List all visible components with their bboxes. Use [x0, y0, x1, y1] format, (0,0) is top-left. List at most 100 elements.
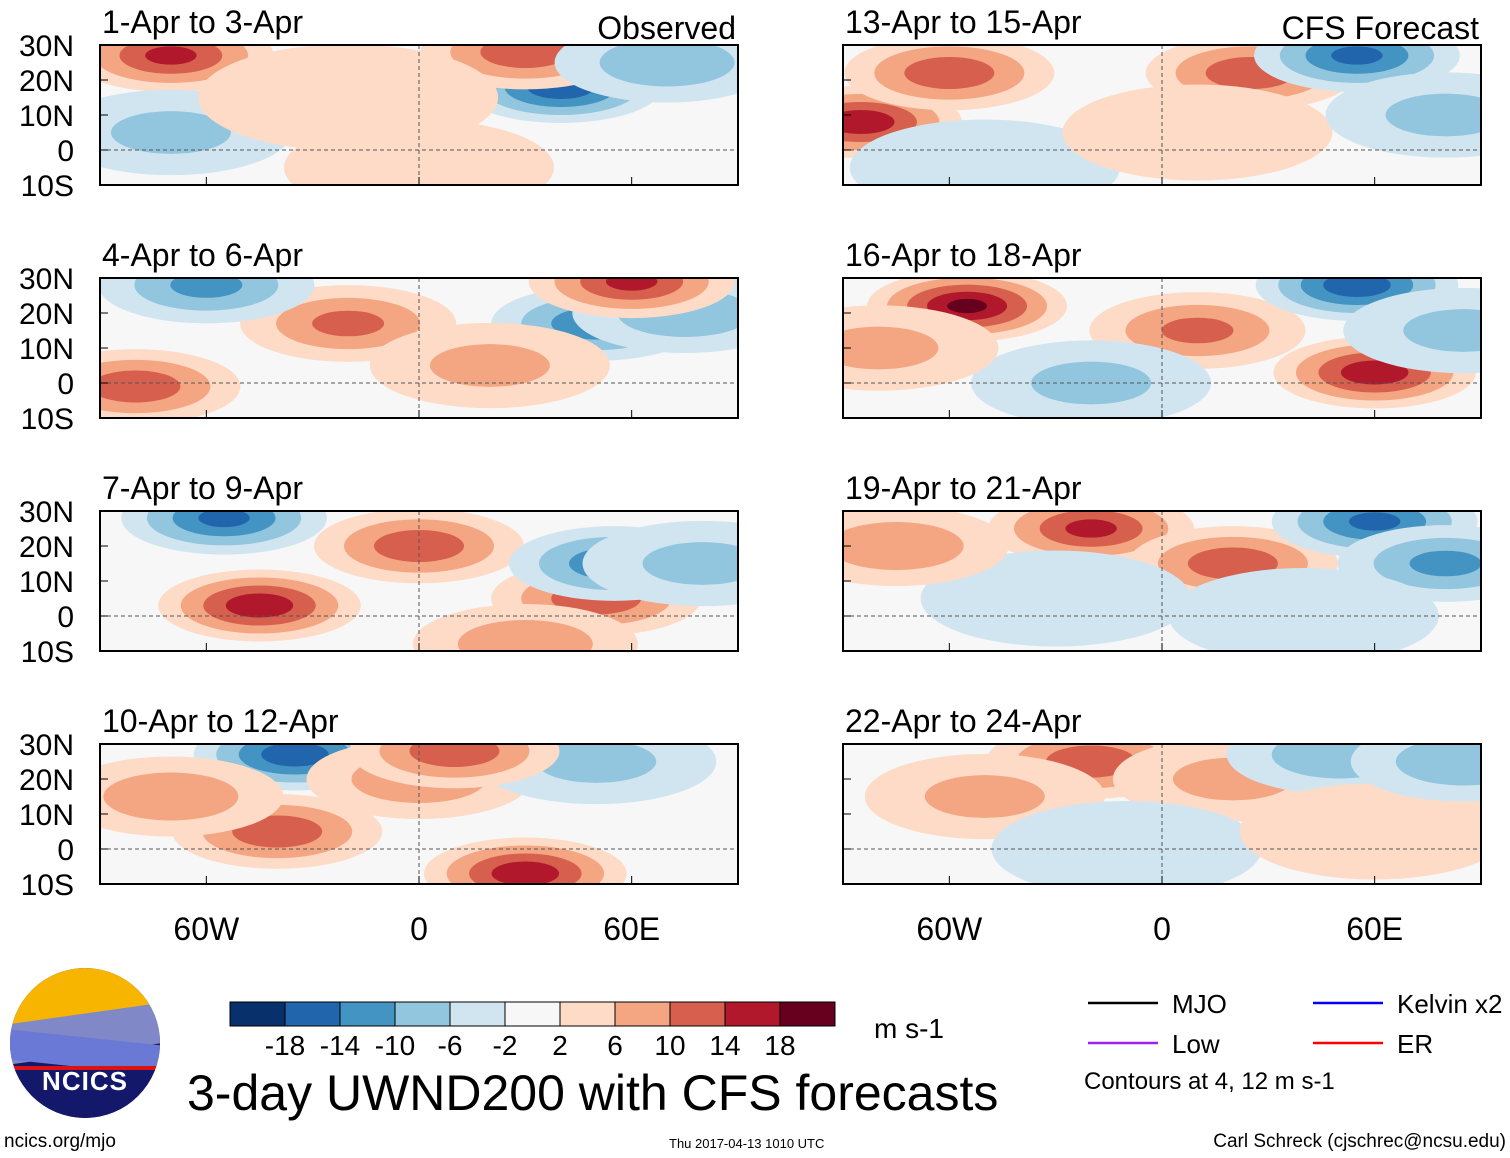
anomaly-contour — [642, 542, 738, 585]
field — [843, 511, 1481, 651]
panel-title: 16-Apr to 18-Apr — [845, 237, 1082, 273]
lat-tick-label: 20N — [19, 298, 74, 331]
anomaly-contour — [1161, 317, 1234, 344]
anomaly-contour — [1168, 568, 1439, 651]
colorbar-tick-label: -6 — [438, 1030, 463, 1061]
ncics-logo: NCICS — [10, 968, 160, 1118]
lat-tick-label: 10N — [19, 333, 74, 366]
colorbar-swatch — [724, 1001, 781, 1027]
colorbar-tick-label: 6 — [607, 1030, 623, 1061]
lat-tick-label: 0 — [57, 368, 74, 401]
lat-tick-label: 0 — [57, 601, 74, 634]
field — [843, 744, 1481, 884]
lat-tick-label: 10N — [19, 100, 74, 133]
anomaly-contour — [409, 744, 500, 767]
panel-title: 7-Apr to 9-Apr — [102, 470, 303, 506]
colorbar-swatch — [284, 1001, 341, 1027]
footer-timestamp: Thu 2017-04-13 1010 UTC — [669, 1136, 825, 1151]
map-panel: 22-Apr to 24-Apr 60W 0 60E — [842, 703, 1482, 947]
field — [100, 45, 738, 185]
lat-tick-label: 20N — [19, 65, 74, 98]
field — [100, 744, 738, 884]
legend-label: MJO — [1172, 989, 1227, 1019]
panel-title: 10-Apr to 12-Apr — [102, 703, 339, 739]
anomaly-contour — [170, 278, 243, 298]
panel-title: 13-Apr to 15-Apr — [845, 4, 1082, 40]
colorbar-swatch — [339, 1001, 396, 1027]
anomaly-contour — [991, 801, 1262, 884]
colorbar-tick-label: 10 — [654, 1030, 685, 1061]
anomaly-contour — [1340, 360, 1409, 385]
legend-label: ER — [1397, 1029, 1433, 1059]
colorbar-tick-label: -10 — [375, 1030, 415, 1061]
footer-author: Carl Schreck (cjschrec@ncsu.edu) — [1213, 1131, 1506, 1152]
colorbar-tick-label: -18 — [265, 1030, 305, 1061]
map-panel: 16-Apr to 18-Apr — [842, 237, 1482, 419]
panel-title: 22-Apr to 24-Apr — [845, 703, 1082, 739]
anomaly-contour — [924, 775, 1045, 818]
lat-tick-label: 30N — [19, 496, 74, 529]
anomaly-contour — [904, 57, 995, 89]
anomaly-contour — [261, 744, 329, 767]
legend-label: Kelvin x2 — [1397, 989, 1503, 1019]
anomaly-contour — [605, 278, 658, 291]
anomaly-contour — [480, 45, 571, 68]
colorbar-swatch — [614, 1001, 671, 1027]
lon-tick-label: 60W — [916, 911, 983, 947]
legend-label: Low — [1172, 1029, 1220, 1059]
anomaly-contour — [1395, 744, 1481, 786]
field — [100, 278, 738, 418]
anomaly-contour — [1323, 278, 1391, 297]
colorbar-tick-label: -14 — [320, 1030, 360, 1061]
lat-tick-label: 10N — [19, 799, 74, 832]
anomaly-contour — [145, 46, 197, 65]
footer-url[interactable]: ncics.org/mjo — [4, 1131, 116, 1152]
anomaly-contour — [849, 119, 1120, 185]
colorbar-swatch — [669, 1001, 726, 1027]
lat-tick-label: 10S — [21, 636, 74, 669]
anomaly-contour — [312, 310, 385, 337]
lat-tick-label: 30N — [19, 729, 74, 762]
column-label: CFS Forecast — [1282, 10, 1479, 46]
anomaly-contour — [232, 815, 323, 848]
map-panel: 19-Apr to 21-Apr — [842, 470, 1482, 652]
colorbar-units: m s-1 — [874, 1013, 944, 1044]
anomaly-contour — [1409, 550, 1481, 577]
anomaly-contour — [1062, 84, 1333, 181]
lon-tick-label: 60W — [173, 911, 240, 947]
colorbar-tick-label: 14 — [709, 1030, 740, 1061]
lon-tick-label: 0 — [1153, 911, 1171, 947]
lon-tick-label: 60E — [1346, 911, 1403, 947]
panel-title: 4-Apr to 6-Apr — [102, 237, 303, 273]
colorbar: -18 -14 -10 -6 -2 2 6 10 14 18 — [229, 1001, 836, 1061]
anomaly-contour — [947, 298, 988, 314]
lat-tick-label: 10S — [21, 403, 74, 436]
lat-tick-label: 30N — [19, 263, 74, 296]
lon-tick-label: 60E — [603, 911, 660, 947]
colorbar-swatch — [449, 1001, 506, 1027]
anomaly-contour — [1065, 519, 1117, 538]
lat-tick-label: 20N — [19, 764, 74, 797]
panel-title: 19-Apr to 21-Apr — [845, 470, 1082, 506]
anomaly-contour — [103, 772, 239, 821]
colorbar-tick-label: 2 — [552, 1030, 568, 1061]
field — [843, 45, 1481, 185]
field — [100, 511, 738, 651]
lat-tick-label: 10N — [19, 566, 74, 599]
lat-tick-label: 20N — [19, 531, 74, 564]
anomaly-contour — [843, 110, 895, 134]
anomaly-contour — [843, 326, 939, 370]
colorbar-swatch — [229, 1001, 286, 1027]
anomaly-contour — [536, 744, 657, 783]
logo-text: NCICS — [42, 1066, 128, 1096]
column-label: Observed — [597, 10, 736, 46]
colorbar-swatch — [779, 1001, 836, 1027]
contour-legend: MJO Kelvin x2 Low ER — [1088, 989, 1503, 1059]
anomaly-contour — [1385, 93, 1481, 137]
lat-tick-label: 10S — [21, 170, 74, 203]
anomaly-contour — [843, 522, 964, 570]
